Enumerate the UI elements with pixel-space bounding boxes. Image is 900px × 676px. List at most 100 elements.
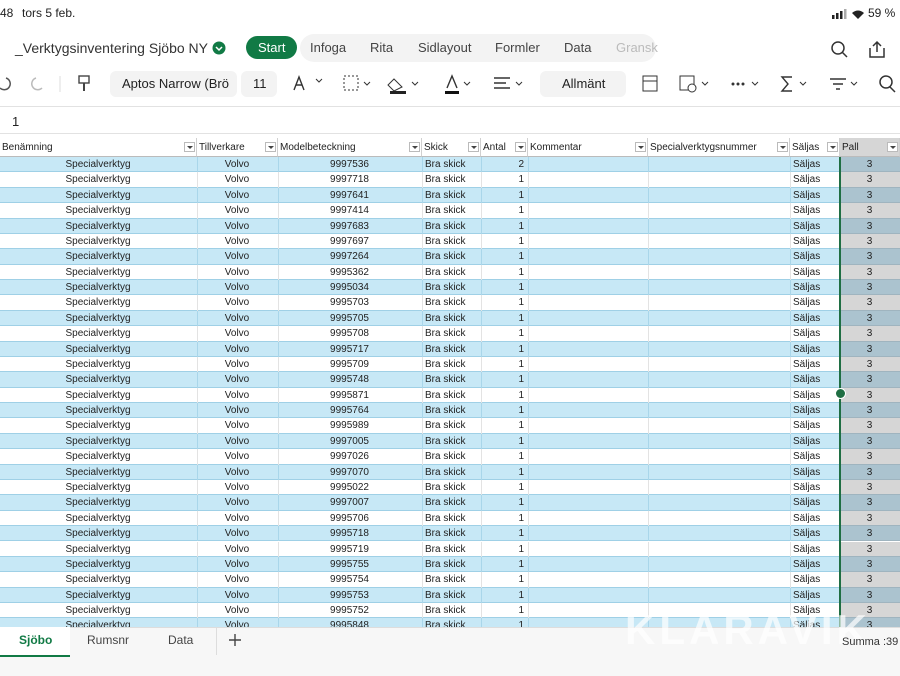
cell[interactable]: 9995748 <box>281 372 418 387</box>
cell[interactable]: Volvo <box>200 342 274 357</box>
cell[interactable]: Bra skick <box>425 172 477 187</box>
cell[interactable]: Volvo <box>200 157 274 172</box>
cell[interactable]: 1 <box>484 603 524 618</box>
cell[interactable]: Specialverktyg <box>3 465 193 480</box>
cell[interactable]: 1 <box>484 572 524 587</box>
cell[interactable]: 9995755 <box>281 557 418 572</box>
cell[interactable]: 3 <box>843 434 896 449</box>
document-title[interactable]: _Verktygsinventering Sjöbo NY <box>15 40 208 56</box>
cell[interactable]: 1 <box>484 403 524 418</box>
cell[interactable]: Volvo <box>200 280 274 295</box>
filter-button[interactable] <box>265 142 276 152</box>
cell[interactable]: Specialverktyg <box>3 295 193 310</box>
cell[interactable]: Säljas <box>793 265 836 280</box>
cell[interactable]: Säljas <box>793 157 836 172</box>
cell[interactable]: Säljas <box>793 188 836 203</box>
column-header[interactable]: Skick <box>422 138 481 157</box>
cell[interactable]: Volvo <box>200 219 274 234</box>
cell[interactable]: 1 <box>484 388 524 403</box>
cell[interactable]: Specialverktyg <box>3 542 193 557</box>
cell[interactable]: Specialverktyg <box>3 219 193 234</box>
cell[interactable]: Bra skick <box>425 603 477 618</box>
cell[interactable]: 9997414 <box>281 203 418 218</box>
cell[interactable]: Bra skick <box>425 311 477 326</box>
cell[interactable]: Bra skick <box>425 495 477 510</box>
cell[interactable]: 1 <box>484 234 524 249</box>
cell[interactable]: Säljas <box>793 249 836 264</box>
cell[interactable]: 3 <box>843 311 896 326</box>
cell[interactable]: Volvo <box>200 542 274 557</box>
filter-button[interactable] <box>409 142 420 152</box>
cell[interactable]: Bra skick <box>425 372 477 387</box>
cell[interactable]: 3 <box>843 388 896 403</box>
cell[interactable]: Specialverktyg <box>3 557 193 572</box>
cell[interactable]: Säljas <box>793 526 836 541</box>
cell[interactable]: Specialverktyg <box>3 403 193 418</box>
cell[interactable]: Säljas <box>793 326 836 341</box>
cell[interactable]: 3 <box>843 234 896 249</box>
cell[interactable]: Säljas <box>793 434 836 449</box>
cell[interactable]: 1 <box>484 495 524 510</box>
formula-value[interactable]: 1 <box>12 114 19 129</box>
cell[interactable]: Specialverktyg <box>3 249 193 264</box>
cell[interactable]: 3 <box>843 249 896 264</box>
cell[interactable]: Volvo <box>200 465 274 480</box>
cell[interactable]: Säljas <box>793 372 836 387</box>
cell[interactable]: Volvo <box>200 372 274 387</box>
cell[interactable]: Bra skick <box>425 572 477 587</box>
column-header[interactable]: Modelbeteckning <box>278 138 422 157</box>
column-header[interactable]: Pall <box>840 138 900 157</box>
cell[interactable]: 1 <box>484 357 524 372</box>
cell[interactable]: 1 <box>484 249 524 264</box>
cell[interactable]: Bra skick <box>425 265 477 280</box>
cell[interactable]: Volvo <box>200 403 274 418</box>
cell[interactable]: 1 <box>484 295 524 310</box>
cell[interactable]: 9995848 <box>281 618 418 627</box>
column-header[interactable]: Kommentar <box>528 138 648 157</box>
cell[interactable]: Säljas <box>793 295 836 310</box>
cell[interactable]: Bra skick <box>425 542 477 557</box>
cell[interactable]: Säljas <box>793 357 836 372</box>
cell[interactable]: 9995754 <box>281 572 418 587</box>
filter-button[interactable] <box>827 142 838 152</box>
cell[interactable]: 3 <box>843 157 896 172</box>
cell[interactable]: Bra skick <box>425 388 477 403</box>
cell[interactable]: 1 <box>484 219 524 234</box>
cell[interactable]: 9995708 <box>281 326 418 341</box>
cell[interactable]: 1 <box>484 511 524 526</box>
cell[interactable]: 1 <box>484 618 524 627</box>
cell[interactable]: 9997026 <box>281 449 418 464</box>
cell[interactable]: 1 <box>484 526 524 541</box>
cell[interactable]: Specialverktyg <box>3 188 193 203</box>
cell[interactable]: Volvo <box>200 557 274 572</box>
cell[interactable]: 1 <box>484 480 524 495</box>
column-header[interactable]: Tillverkare <box>197 138 278 157</box>
cell[interactable]: 3 <box>843 511 896 526</box>
cell[interactable]: Volvo <box>200 249 274 264</box>
cell[interactable]: Volvo <box>200 326 274 341</box>
cell[interactable]: 9995764 <box>281 403 418 418</box>
cell[interactable]: Specialverktyg <box>3 572 193 587</box>
cell[interactable]: 3 <box>843 372 896 387</box>
ribbon-tab[interactable]: Data <box>564 40 591 55</box>
cell[interactable]: Säljas <box>793 219 836 234</box>
cell[interactable]: 3 <box>843 465 896 480</box>
cell[interactable]: Specialverktyg <box>3 434 193 449</box>
cell[interactable]: Volvo <box>200 588 274 603</box>
cell[interactable]: Specialverktyg <box>3 357 193 372</box>
column-header[interactable]: Säljas <box>790 138 840 157</box>
cell[interactable]: Säljas <box>793 542 836 557</box>
cell[interactable]: Bra skick <box>425 203 477 218</box>
ribbon-tab[interactable]: Gransk <box>616 40 658 55</box>
cell[interactable]: Volvo <box>200 618 274 627</box>
cell[interactable]: 3 <box>843 295 896 310</box>
cell[interactable]: 1 <box>484 280 524 295</box>
cell[interactable]: 1 <box>484 203 524 218</box>
cell[interactable]: Säljas <box>793 172 836 187</box>
cell[interactable]: 9997007 <box>281 495 418 510</box>
cell[interactable]: Specialverktyg <box>3 172 193 187</box>
cell[interactable]: Volvo <box>200 234 274 249</box>
filter-button[interactable] <box>777 142 788 152</box>
cell[interactable]: 9997070 <box>281 465 418 480</box>
cell[interactable]: 3 <box>843 588 896 603</box>
